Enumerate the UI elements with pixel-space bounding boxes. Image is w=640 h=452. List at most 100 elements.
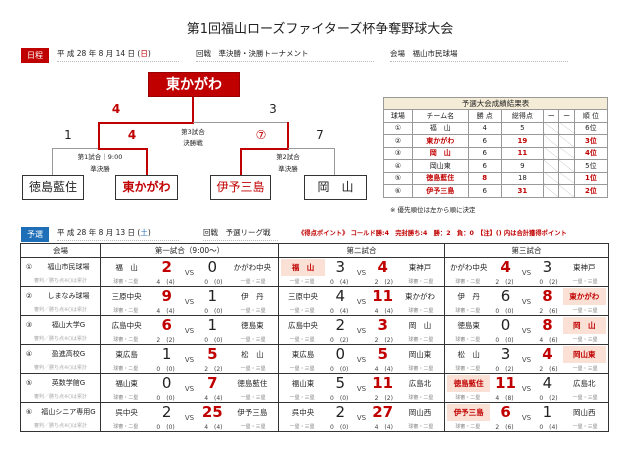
sub-label-cell: 審判／勝ち点※()は累計: [20, 306, 101, 316]
team-name: 福 山: [411, 121, 469, 135]
game-details: 球審・二塁 0 (2) 2 (6) 一塁・三塁: [445, 364, 608, 373]
left-team: 松 山: [457, 350, 480, 359]
venue-subrow: 審判／勝ち点※()は累計 球審・二塁 0 (0) 2 (2) 一塁・三塁 一塁・三塁 0 (…: [20, 364, 609, 374]
vs-label: VS: [184, 356, 195, 364]
venue-row: ② しまなみ球場 三原中央 9 VS 1 伊 丹 三原中央 4 VS 11 東かがわ 伊 丹 6 VS 8 東か…: [20, 286, 609, 306]
venue-name: しまなみ球場: [47, 292, 90, 300]
left-umpire: 球審・二塁: [455, 308, 481, 314]
game: 福山東 0 VS 7 徳島藍住: [101, 374, 278, 393]
venue: ① 福山市民球場: [21, 258, 100, 277]
venue-number: ⑤: [25, 379, 33, 387]
vs-label: VS: [356, 385, 367, 393]
prelim-date: 平 成 28 年 8 月 13 日 (土): [57, 225, 179, 241]
page-title: 第1回福山ローズファイターズ杯争奪野球大会: [186, 22, 454, 37]
game-cell: 東広島 1 VS 5 松 山: [100, 344, 279, 364]
vs-label: VS: [356, 414, 367, 422]
row-number: ③: [383, 146, 413, 160]
team-name: 東かがわ: [411, 134, 469, 148]
sub-label: 審判／勝ち点※()は累計: [33, 423, 88, 429]
round-value: 予選リーグ戦: [225, 228, 271, 237]
left-team: 福山東: [291, 379, 315, 388]
win-points: 6: [467, 134, 502, 148]
right-umpire: 一塁・三塁: [240, 395, 266, 401]
final-date: 平 成 28 年 8 月 14 日 (日): [57, 46, 179, 62]
left-umpire: 一塁・三塁: [289, 308, 315, 314]
game-cell: かがわ中央 4 VS 3 東神戸: [444, 257, 609, 277]
rank: 3位: [573, 134, 609, 148]
venue-name: 英数学館G: [51, 379, 86, 387]
right-score: 1: [207, 316, 218, 334]
game-cell: 福山東 0 VS 7 徳島藍住: [100, 373, 279, 393]
game-details: 一塁・三塁 0 (0) 4 (4) 球審・二塁: [279, 422, 444, 431]
left-points: 0 (0): [330, 424, 349, 431]
right-points: 0 (0): [204, 279, 223, 286]
right-team: 岡山西: [408, 408, 432, 417]
left-umpire: 一塁・三塁: [289, 424, 315, 430]
left-team: 福 山: [115, 263, 138, 272]
left-points: 4 (4): [156, 308, 175, 315]
row-number: ④: [383, 159, 413, 173]
right-team: 岡山東: [408, 350, 432, 359]
vs-label: VS: [184, 298, 195, 306]
game-sub-cell: 一塁・三塁 0 (0) 4 (4) 球審・二塁: [278, 364, 445, 374]
empty-cell: [558, 134, 575, 148]
venue: ② しまなみ球場: [21, 287, 100, 306]
vs-label: VS: [521, 414, 532, 422]
game-sub-cell: 球審・二塁 0 (2) 2 (6) 一塁・三塁: [444, 364, 609, 374]
right-score: 5: [377, 345, 388, 363]
vs-label: VS: [356, 269, 367, 277]
right-team: 東かがわ: [405, 292, 435, 301]
right-points: 4 (4): [204, 424, 223, 431]
right-umpire: 一塁・三塁: [240, 308, 266, 314]
empty-cell: [558, 146, 575, 160]
left-points: 0 (4): [330, 308, 349, 315]
venue: ⑤ 英数学館G: [21, 374, 100, 393]
win-points: 4: [467, 121, 502, 135]
left-points: 0 (0): [495, 308, 514, 315]
empty-cell: [543, 184, 560, 198]
left-team: 東広島: [115, 350, 138, 359]
right-umpire: 球審・二塁: [408, 279, 434, 285]
date-text: 平 成 28 年 8 月 13 日 (: [57, 228, 141, 237]
row-number: ⑥: [383, 184, 413, 198]
right-team: 松 山: [241, 350, 264, 359]
left-score: 2: [335, 316, 346, 334]
venue-subrow: 審判／勝ち点※()は累計 球審・二塁 4 (4) 0 (0) 一塁・三塁 一塁・三塁 0 (…: [20, 306, 609, 316]
left-team: 広島中央: [111, 321, 142, 330]
game-details: 球審・二塁 0 (0) 4 (4) 一塁・三塁: [101, 393, 278, 402]
vs-label: VS: [184, 414, 195, 422]
game: 徳島東 0 VS 8 岡 山: [445, 316, 608, 335]
date-text: 平 成 28 年 8 月 14 日 (: [57, 49, 141, 58]
semi2-left-score: ⑦: [255, 128, 267, 142]
vs-label: VS: [521, 298, 532, 306]
game-cell: 呉中央 2 VS 25 伊予三島: [100, 402, 279, 422]
team-box-okayama: 岡 山: [304, 175, 367, 200]
game-cell: 徳島藍住 11 VS 4 広島北: [444, 373, 609, 393]
right-team: 岡山東: [562, 346, 606, 363]
left-team: 福 山: [281, 259, 325, 276]
game-details: 球審・二塁 0 (0) 4 (6) 一塁・三塁: [445, 335, 608, 344]
summary-header: 勝 点: [467, 109, 502, 123]
semi1-left-score: 1: [64, 128, 72, 142]
game: 呉中央 2 VS 25 伊予三島: [101, 403, 278, 422]
empty-cell: [543, 134, 560, 148]
left-umpire: 球審・二塁: [455, 366, 481, 372]
right-umpire: 球審・二塁: [408, 337, 434, 343]
win-points: 6: [467, 184, 502, 198]
total-runs: 5: [500, 121, 545, 135]
right-points: 4 (4): [204, 395, 223, 402]
vs-label: VS: [356, 298, 367, 306]
right-points: 0 (0): [204, 308, 223, 315]
left-umpire: 球審・二塁: [455, 424, 481, 430]
right-score: 4: [542, 345, 553, 363]
venue-cell: ③ 福山大学G: [20, 315, 101, 335]
sub-label: 審判／勝ち点※()は累計: [33, 365, 88, 371]
team-box-iyomishima: 伊予三島: [210, 175, 271, 200]
game: 徳島藍住 11 VS 4 広島北: [445, 374, 608, 393]
game-sub-cell: 球審・二塁 4 (8) 0 (2) 一塁・三塁: [444, 393, 609, 403]
left-umpire: 球審・二塁: [455, 279, 481, 285]
bracket-line: [52, 148, 99, 149]
left-team: 呉中央: [291, 408, 315, 417]
vs-label: VS: [356, 356, 367, 364]
